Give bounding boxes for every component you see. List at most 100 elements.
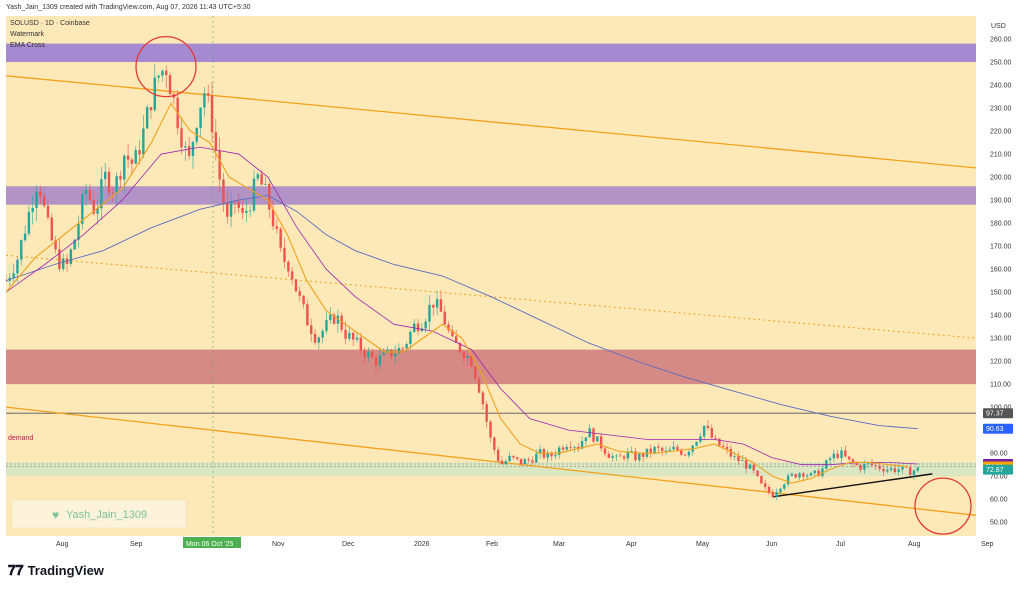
candle-body <box>161 70 164 76</box>
candle-body <box>516 457 519 459</box>
candle-body <box>390 349 393 357</box>
candle-body <box>619 455 622 457</box>
zone-2 <box>6 349 976 385</box>
symbol-line: SOLUSD · 1D · Coinbase <box>10 20 90 27</box>
x-tick-label: May <box>696 541 710 548</box>
candle-body <box>329 314 332 321</box>
x-tick-label: Mar <box>553 541 566 548</box>
x-tick-label: Jul <box>836 541 845 548</box>
candle-body <box>88 190 92 201</box>
candle-body <box>756 470 759 477</box>
candle-body <box>828 458 832 461</box>
candle-body <box>817 470 820 477</box>
price-chart[interactable]: 50.0060.0070.0080.0090.00100.00110.00120… <box>4 16 1018 552</box>
candle-body <box>767 486 771 493</box>
candle-body <box>653 446 656 453</box>
candle-body <box>641 453 645 457</box>
y-tick-label: 80.00 <box>990 451 1008 458</box>
candle-body <box>73 239 76 250</box>
candle-body <box>790 473 794 476</box>
candle-body <box>760 476 763 484</box>
candle-body <box>218 150 221 180</box>
watermark-text: Yash_Jain_1309 <box>66 509 147 521</box>
zone-3 <box>6 462 976 477</box>
candle-body <box>813 470 816 474</box>
x-tick-label: Aug <box>908 541 921 548</box>
candle-body <box>863 464 866 470</box>
candle-body <box>46 205 50 218</box>
y-tick-label: 60.00 <box>990 497 1008 504</box>
candle-body <box>805 475 809 477</box>
candle-body <box>660 447 664 451</box>
candle-body <box>901 466 904 470</box>
candle-body <box>355 337 359 340</box>
candle-body <box>12 273 15 278</box>
candle-body <box>737 456 740 462</box>
ema-short-line <box>5 102 909 484</box>
candle-body <box>523 459 527 465</box>
chart-caption: Yash_Jain_1309 created with TradingView.… <box>6 4 251 11</box>
currency-label: USD <box>991 23 1006 30</box>
candle-body <box>344 329 347 339</box>
y-tick-label: 200.00 <box>990 175 1012 182</box>
chart-area[interactable]: 50.0060.0070.0080.0090.00100.00110.00120… <box>4 16 1018 552</box>
candle-body <box>489 421 492 438</box>
candle-body <box>630 451 633 453</box>
candle-body <box>203 93 206 108</box>
candle-body <box>775 492 778 497</box>
candle-body <box>142 128 145 155</box>
candle-body <box>256 174 259 179</box>
chart-background <box>6 16 976 536</box>
candle-body <box>31 207 34 212</box>
candle-body <box>897 469 900 473</box>
candle-body <box>844 450 847 457</box>
channel-upper-line <box>5 75 977 169</box>
candle-body <box>168 75 172 95</box>
candle-body <box>622 456 626 459</box>
candle-body <box>50 217 53 241</box>
heart-icon: ♥ <box>52 508 59 522</box>
candle-body <box>550 453 553 457</box>
candle-body <box>20 240 23 260</box>
candle-body <box>306 304 309 326</box>
candle-body <box>428 304 431 322</box>
x-tick-label: Nov <box>272 541 285 548</box>
indicator-watermark: Watermark <box>10 31 44 38</box>
candle-body <box>496 449 500 461</box>
candle-body <box>111 192 115 194</box>
candle-body <box>714 437 717 439</box>
candle-body <box>302 295 305 305</box>
candle-body <box>794 473 797 478</box>
x-tick-label: Apr <box>626 541 638 548</box>
candle-body <box>649 448 652 453</box>
candle-body <box>351 332 355 340</box>
candle-body <box>878 465 881 469</box>
candle-body <box>535 453 538 463</box>
candle-body <box>130 159 134 164</box>
candle-body <box>916 467 919 471</box>
candle-body <box>744 460 748 469</box>
candle-body <box>184 146 187 148</box>
candle-body <box>733 456 736 457</box>
support-trendline <box>772 473 933 498</box>
y-tick-label: 70.00 <box>990 474 1008 481</box>
candle-body <box>836 453 839 459</box>
candle-body <box>416 323 420 332</box>
candle-body <box>180 128 183 148</box>
candle-body <box>771 492 775 497</box>
y-tick-label: 160.00 <box>990 267 1012 274</box>
price-label-box <box>983 423 1013 434</box>
candle-body <box>527 459 530 461</box>
candle-body <box>611 456 614 458</box>
candle-body <box>859 465 862 470</box>
candle-body <box>573 446 576 448</box>
crosshair-date-box <box>183 537 241 548</box>
candle-body <box>706 425 710 428</box>
candle-body <box>722 445 725 447</box>
candle-body <box>504 461 507 465</box>
candle-body <box>554 454 557 457</box>
candle-body <box>821 468 824 477</box>
candle-body <box>187 146 191 156</box>
highlight-circle-top <box>135 35 197 98</box>
candle-body <box>592 428 595 442</box>
